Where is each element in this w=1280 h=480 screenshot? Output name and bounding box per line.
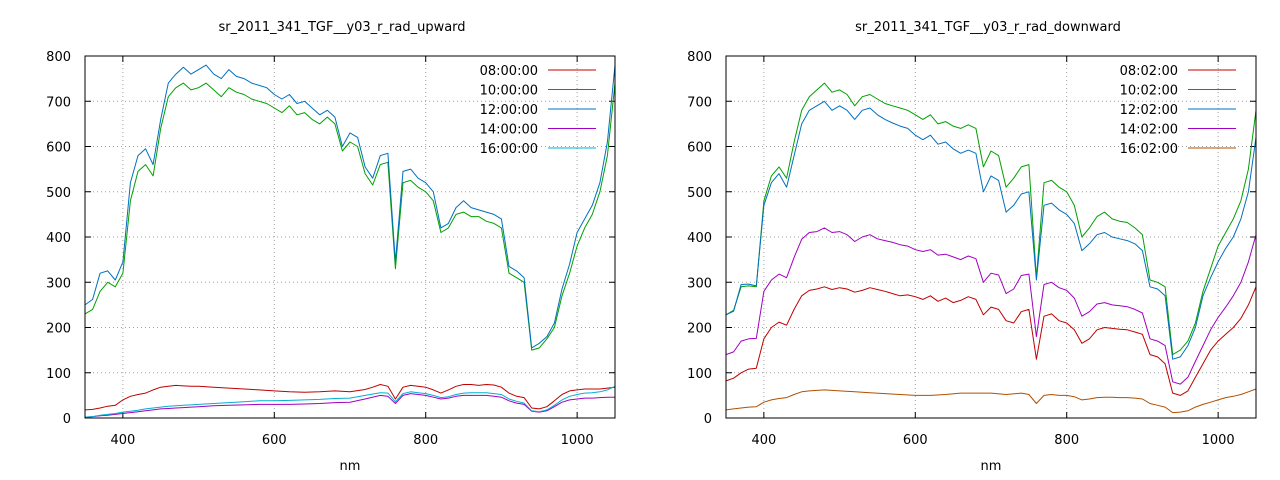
legend-label: 12:00:00	[480, 103, 538, 118]
y-tick-label: 800	[46, 50, 71, 65]
series-line-5	[84, 385, 616, 418]
x-tick-label: 800	[1054, 433, 1079, 448]
legend-label: 12:02:00	[1120, 103, 1178, 118]
series-line-4	[725, 227, 1257, 385]
chart-title: sr_2011_341_TGF__y03_r_rad_downward	[855, 20, 1121, 35]
plot-frame	[84, 55, 616, 419]
y-tick-label: 600	[46, 141, 71, 156]
y-tick-label: 500	[687, 186, 712, 201]
y-tick-label: 100	[687, 367, 712, 382]
y-tick-label: 300	[687, 276, 712, 291]
x-tick-label: 600	[262, 433, 287, 448]
y-tick-label: 200	[46, 322, 71, 337]
legend-label: 10:00:00	[480, 84, 538, 99]
series-line-5	[725, 388, 1257, 414]
legend-label: 16:00:00	[480, 142, 538, 157]
series-line-3	[725, 100, 1257, 360]
y-tick-label: 800	[687, 50, 712, 65]
series-line-2	[725, 82, 1257, 356]
y-tick-label: 400	[46, 231, 71, 246]
series-line-1	[725, 286, 1257, 396]
legend-label: 10:02:00	[1120, 84, 1178, 99]
y-tick-label: 300	[46, 276, 71, 291]
y-tick-label: 400	[687, 231, 712, 246]
y-tick-label: 700	[46, 95, 71, 110]
chart-title: sr_2011_341_TGF__y03_r_rad_upward	[218, 20, 465, 35]
y-tick-label: 0	[63, 412, 71, 427]
y-tick-label: 600	[687, 141, 712, 156]
legend-label: 14:02:00	[1120, 123, 1178, 138]
x-tick-label: 600	[903, 433, 928, 448]
x-tick-label: 1000	[1202, 433, 1235, 448]
y-tick-label: 200	[687, 322, 712, 337]
legend-label: 08:02:00	[1120, 64, 1178, 79]
y-tick-label: 0	[704, 412, 712, 427]
x-tick-label: 800	[413, 433, 438, 448]
chart-panel-2: 400 600 800 1000 0 100 200 300 400 500 600 700 800 08…	[687, 20, 1257, 474]
y-tick-label: 500	[46, 186, 71, 201]
x-tick-label: 400	[110, 433, 135, 448]
legend-label: 14:00:00	[480, 123, 538, 138]
x-tick-label: 400	[751, 433, 776, 448]
chart-panel-1: 400 600 800 1000 0 100 200 300 400 500 600 700 800 08…	[46, 20, 616, 474]
x-tick-label: 1000	[561, 433, 594, 448]
plot-frame	[725, 55, 1257, 419]
series-line-1	[84, 384, 616, 411]
series-line-4	[84, 393, 615, 418]
x-axis-label: nm	[981, 459, 1002, 474]
x-axis-label: nm	[340, 459, 361, 474]
legend-label: 16:02:00	[1120, 142, 1178, 157]
y-tick-label: 100	[46, 367, 71, 382]
y-tick-label: 700	[687, 95, 712, 110]
series-line-3	[84, 64, 616, 349]
legend-label: 08:00:00	[480, 64, 538, 79]
